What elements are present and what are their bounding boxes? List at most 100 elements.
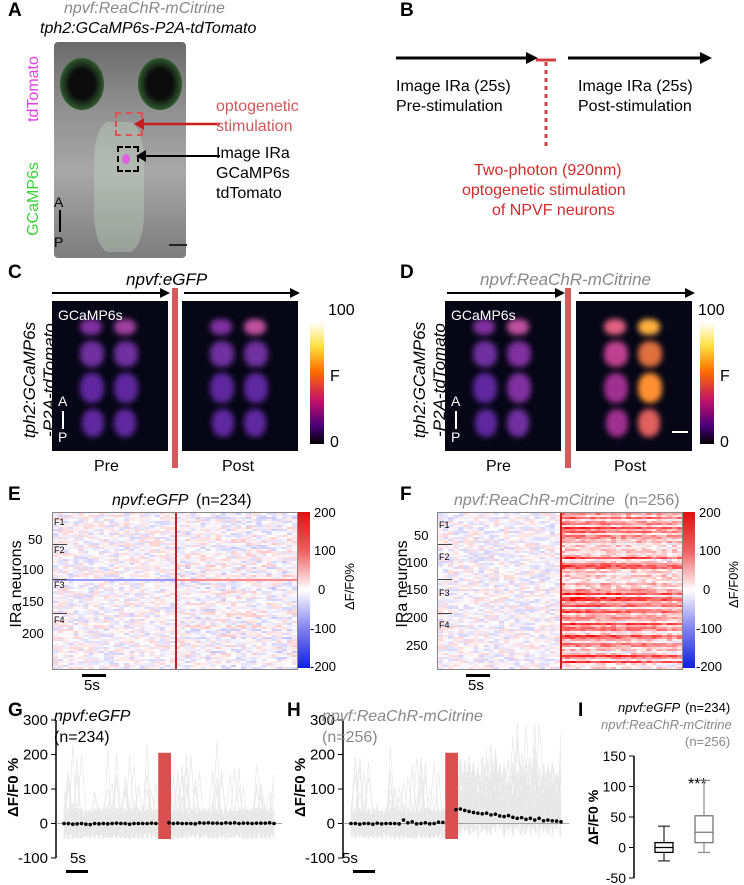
panel-g-n: (n=234) [54,729,110,746]
stim-label-1: optogenetic [216,98,299,115]
panel-h-title: npvf:ReaChR-mCitrine [322,708,483,725]
panel-f-ytick-5: 250 [406,638,428,653]
panel-d-cb-max: 100 [698,302,725,319]
mean-point [541,818,546,823]
mean-point [419,821,423,826]
panel-d-post-label: Post [614,458,647,475]
post-label-2: Post-stimulation [578,98,692,115]
panel-d-ylabel-1: tph2:GCaMP6s [410,321,429,439]
panel-e-cb-label: ΔF/F0% [342,563,357,610]
post-label-1: Image IRa (25s) [578,78,693,95]
mean-point [140,821,145,826]
right-eye [138,58,182,110]
mean-point [502,814,506,819]
mean-point [546,818,550,822]
mean-point [493,812,498,816]
mean-point [219,821,224,826]
mean-point [480,812,485,816]
panel-e-cb-3: 0 [318,582,326,597]
panel-c-colorbar [310,322,324,444]
panel-e-heatmap [52,512,298,670]
panel-a-transgene-1: npvf:ReaChR-mCitrine [64,0,225,17]
mean-point [414,822,419,826]
panel-e-cb-1: 200 [314,505,336,520]
stim-bar [158,752,171,840]
stim-bar [445,752,458,840]
mean-point [92,821,97,826]
scale-bar [353,870,375,873]
mean-point [175,821,180,825]
mean-point [379,822,384,826]
mean-point [245,821,250,825]
mean-point [110,821,114,826]
mean-point [476,811,480,815]
panel-g-title: npvf:eGFP [54,708,131,725]
panel-e-title: npvf:eGFP [112,492,189,509]
y-tick-label: 0 [618,840,626,856]
mean-point [528,816,533,821]
panel-f-ytick-4: 200 [406,610,428,625]
mean-point [524,817,528,822]
panel-f-heatmap [437,512,683,670]
panel-h-scale-label: 5s [342,850,358,867]
y-tick-label: -100 [305,850,335,867]
panel-g-chart: -100 0 100 200 300 ΔF/F0 % [5,712,282,873]
axis-a-label: A [54,194,64,210]
heatE-stim-line [175,513,177,669]
mean-point [66,821,71,826]
panel-h-n: (n=256) [322,729,378,746]
panel-i-title-1: npvf:eGFP [618,700,681,715]
panel-c-axis-p: P [58,429,68,445]
mean-point [119,821,123,826]
two-photon-label: Two-photon (920nm) [474,162,622,179]
panel-f-ytick-1: 50 [414,528,429,543]
mean-point [362,821,366,826]
mean-point [267,821,272,825]
panel-f-n: (n=256) [624,492,680,509]
panel-label-b: B [400,0,414,21]
mean-point [436,820,441,824]
mean-point [432,821,436,826]
y-tick-label: 200 [310,747,335,764]
y-tick-label: 100 [310,781,335,798]
panel-i-n-2: (n=256) [685,734,731,749]
panel-f-group-f3: F3 [439,588,450,598]
stim-bar-c [172,288,178,468]
mean-point [506,813,511,818]
panel-d-axis-p: P [451,429,461,445]
y-tick-label: 150 [603,750,627,764]
y-tick-label: 0 [327,816,335,833]
mean-point [454,807,458,812]
mean-point [145,821,149,826]
panel-c-cb-mid: F [330,368,340,385]
mean-point [375,821,380,825]
panel-i-title-2: npvf:ReaChR-mCitrine [601,717,732,732]
group-divider [53,613,67,614]
panel-c-post-image [182,301,298,451]
panel-e-scalebar [82,674,106,677]
ira-roi-box [117,146,139,172]
mean-point [101,821,106,826]
panel-f-scale-label: 5s [468,677,484,694]
panel-c-cb-min: 0 [330,434,339,451]
opto-label: optogenetic stimulation [462,182,626,199]
mean-point [237,821,241,826]
panel-label-g: G [8,700,23,721]
panel-f-group-f2: F2 [439,552,450,562]
panel-e-group-f2: F2 [54,545,65,555]
side-label-gcamp: GCaMP6s [25,162,42,236]
mean-point [353,821,358,826]
panel-label-h: H [287,700,301,721]
panel-c-pre-label: Pre [94,458,119,475]
mean-point [171,821,176,826]
axis-p-label: P [54,234,64,250]
mean-point [180,821,184,826]
mean-point [406,821,410,825]
panel-d-pre-label: Pre [486,458,511,475]
mean-point [127,822,132,826]
panel-d-axis-a: A [451,393,461,409]
mean-point [79,821,84,826]
panel-i-chart: -50 0 50 100 150 ΔF/F0 % [585,750,714,885]
panel-f-colorbar [683,512,695,668]
mean-point [484,811,489,815]
